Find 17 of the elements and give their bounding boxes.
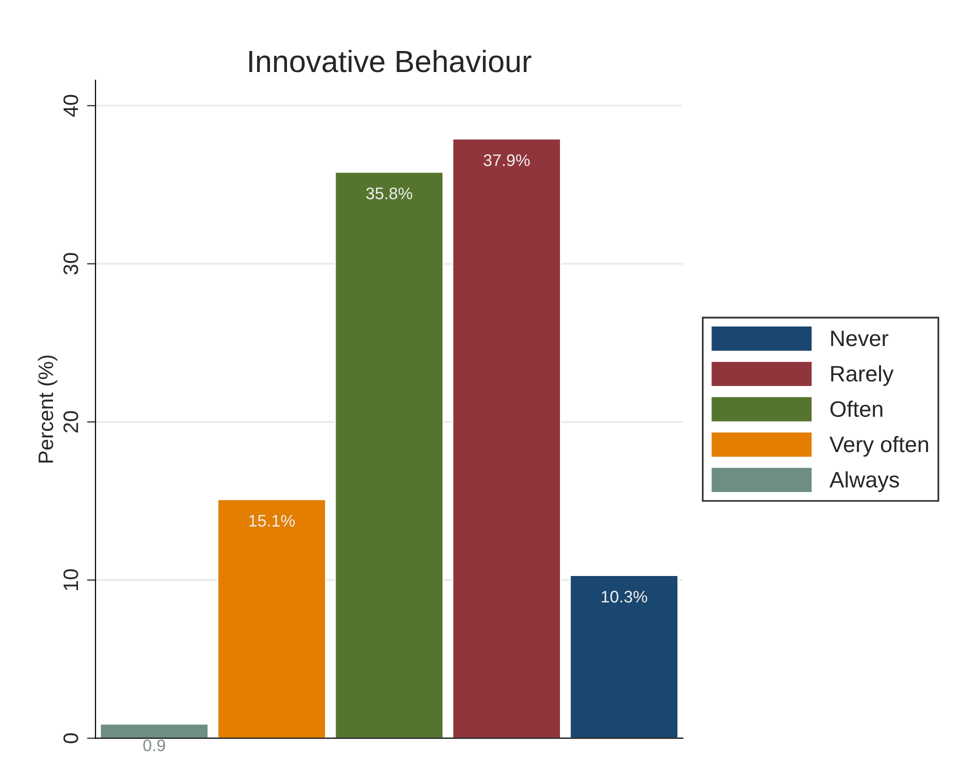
legend-label: Never bbox=[831, 330, 888, 346]
legend-label: Rarely bbox=[831, 365, 894, 386]
y-axis-title: Percent (%) bbox=[38, 356, 58, 463]
data-label: 15.1% bbox=[249, 514, 295, 527]
y-tick-label: 30 bbox=[63, 253, 78, 275]
y-tick-label: 0 bbox=[63, 733, 78, 744]
data-label: 10.3% bbox=[602, 590, 648, 603]
legend-label: Often bbox=[830, 400, 882, 417]
data-label: 37.9% bbox=[484, 154, 530, 166]
chart-title: Innovative Behaviour bbox=[249, 50, 532, 72]
y-tick-label: 10 bbox=[63, 569, 78, 590]
y-tick-label: 40 bbox=[63, 94, 78, 117]
legend-label: Very often bbox=[830, 436, 928, 457]
legend-label: Always bbox=[829, 471, 899, 492]
y-tick-label: 20 bbox=[63, 411, 78, 432]
data-label: 35.8% bbox=[366, 188, 412, 200]
data-label: 0.9 bbox=[143, 739, 166, 752]
